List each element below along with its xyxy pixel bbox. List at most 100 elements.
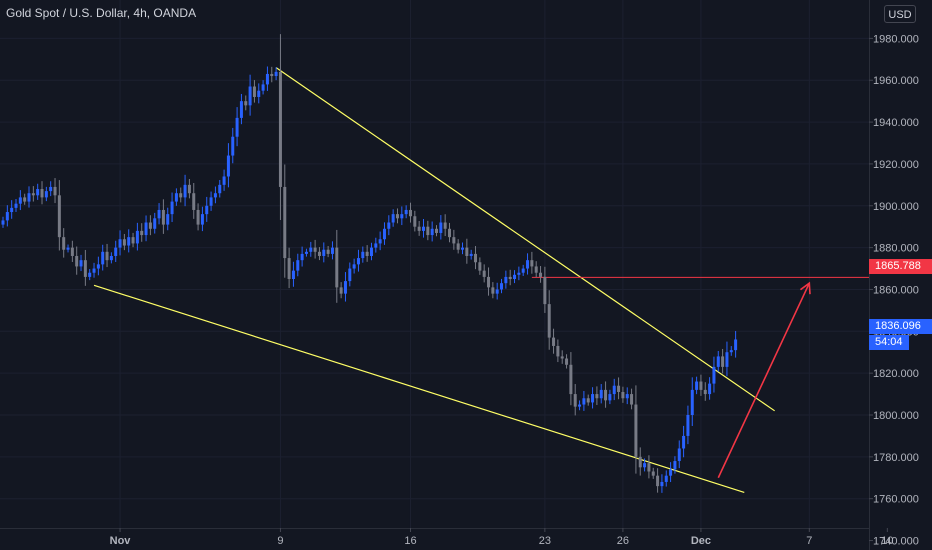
candle-body: [725, 352, 729, 367]
candle: [465, 238, 469, 264]
candle-body: [244, 101, 248, 106]
candle-body: [140, 230, 144, 236]
candle: [287, 247, 291, 289]
candle-body: [40, 189, 44, 198]
candle: [599, 384, 603, 404]
candle-body: [395, 214, 399, 219]
candle-body: [300, 253, 304, 261]
candle-body: [179, 193, 183, 198]
candle-body: [591, 394, 595, 403]
candle: [244, 95, 248, 111]
candle-body: [18, 197, 22, 204]
candle: [708, 377, 712, 400]
candle-body: [617, 385, 621, 392]
candle: [461, 242, 465, 255]
candle: [452, 229, 456, 250]
lower-wedge-line: [93, 284, 745, 493]
candle: [560, 350, 564, 364]
candle: [517, 266, 521, 281]
candle-body: [534, 266, 538, 273]
candle: [695, 376, 699, 395]
candle-body: [729, 350, 733, 353]
candle: [382, 222, 386, 245]
candle-body: [690, 389, 694, 415]
candle: [57, 180, 61, 251]
candle-body: [560, 356, 564, 359]
currency-button[interactable]: USD: [884, 5, 916, 23]
candle: [144, 215, 148, 242]
candle: [504, 270, 508, 289]
candle-body: [647, 463, 651, 472]
candle-body: [79, 260, 83, 267]
candle-body: [435, 228, 438, 233]
candle-body: [226, 155, 230, 177]
candle: [625, 387, 629, 405]
candle: [53, 178, 57, 204]
candle: [92, 262, 96, 278]
candle-body: [404, 209, 408, 215]
candle: [682, 425, 686, 458]
candle-body: [36, 189, 40, 196]
candle: [721, 348, 725, 374]
candle: [404, 205, 408, 219]
candle-body: [31, 193, 35, 196]
candle-body: [187, 184, 191, 194]
candle-body: [703, 389, 707, 395]
candle-body: [174, 193, 178, 202]
candle: [660, 474, 664, 493]
candle: [278, 34, 282, 220]
candle-body: [96, 264, 100, 269]
x-tick-label: Dec: [691, 535, 711, 547]
candle-body: [638, 456, 642, 468]
candle-body: [643, 463, 647, 468]
candle: [183, 174, 187, 207]
candle: [582, 390, 586, 411]
candle: [608, 389, 612, 405]
candle-body: [231, 136, 235, 156]
candle-body: [669, 469, 673, 476]
candle: [322, 242, 326, 263]
candle-body: [365, 251, 369, 256]
candle: [543, 266, 547, 313]
candle: [265, 66, 269, 91]
candle: [443, 214, 447, 237]
candle: [40, 181, 44, 205]
candle-body: [118, 239, 122, 248]
candle-body: [417, 226, 421, 231]
candle-body: [5, 212, 9, 221]
candle: [213, 186, 217, 204]
candle: [686, 405, 690, 445]
candle-body: [66, 247, 70, 250]
candle: [448, 222, 452, 243]
candle: [729, 346, 733, 356]
candle: [421, 218, 425, 238]
candle-body: [439, 222, 443, 233]
candle: [257, 83, 261, 104]
candle: [300, 246, 304, 267]
candle: [521, 264, 525, 276]
candle-body: [573, 394, 577, 407]
candle-body: [335, 247, 339, 288]
candle-body: [274, 71, 278, 77]
candle: [378, 231, 382, 251]
candle-body: [382, 228, 386, 240]
y-tick-label: 1880.000: [873, 243, 919, 255]
candle-body: [699, 381, 703, 390]
candle: [612, 378, 616, 401]
candle-body: [105, 251, 109, 261]
candle: [309, 241, 313, 257]
candle-body: [361, 251, 365, 259]
candle-body: [513, 274, 517, 279]
candle: [547, 290, 551, 350]
candle-body: [291, 270, 295, 279]
candle-body: [369, 247, 373, 256]
candle: [578, 400, 582, 411]
candle: [196, 203, 200, 231]
y-tick-label: 1920.000: [873, 159, 919, 171]
candle: [5, 205, 9, 227]
candle-body: [456, 243, 460, 250]
candle-body: [14, 203, 18, 208]
candle-body: [222, 176, 226, 185]
candle: [179, 187, 183, 203]
